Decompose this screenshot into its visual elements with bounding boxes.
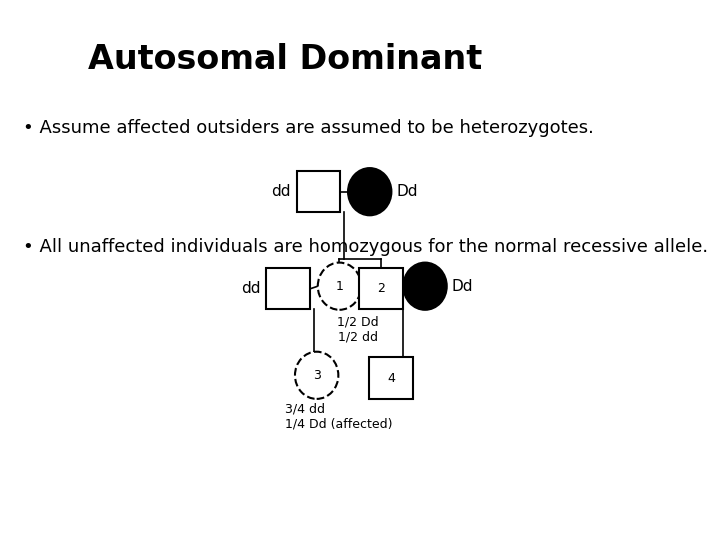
- Text: • All unaffected individuals are homozygous for the normal recessive allele.: • All unaffected individuals are homozyg…: [23, 238, 708, 255]
- Text: 1/2 Dd
1/2 dd: 1/2 Dd 1/2 dd: [338, 316, 379, 344]
- FancyBboxPatch shape: [266, 268, 310, 309]
- Ellipse shape: [318, 262, 361, 310]
- Text: Dd: Dd: [451, 279, 473, 294]
- Text: Autosomal Dominant: Autosomal Dominant: [88, 43, 482, 76]
- Text: dd: dd: [241, 281, 261, 296]
- Text: 3: 3: [312, 369, 320, 382]
- FancyBboxPatch shape: [369, 357, 413, 399]
- Text: 4: 4: [387, 372, 395, 384]
- Ellipse shape: [348, 168, 392, 215]
- Text: 1: 1: [336, 280, 343, 293]
- Text: • Assume affected outsiders are assumed to be heterozygotes.: • Assume affected outsiders are assumed …: [23, 119, 594, 137]
- FancyBboxPatch shape: [297, 171, 340, 212]
- Text: 2: 2: [377, 282, 385, 295]
- Ellipse shape: [295, 352, 338, 399]
- FancyBboxPatch shape: [359, 268, 402, 309]
- Text: Dd: Dd: [396, 184, 418, 199]
- Ellipse shape: [403, 262, 446, 310]
- Text: dd: dd: [271, 184, 291, 199]
- Text: 3/4 dd
1/4 Dd (affected): 3/4 dd 1/4 Dd (affected): [285, 402, 393, 430]
